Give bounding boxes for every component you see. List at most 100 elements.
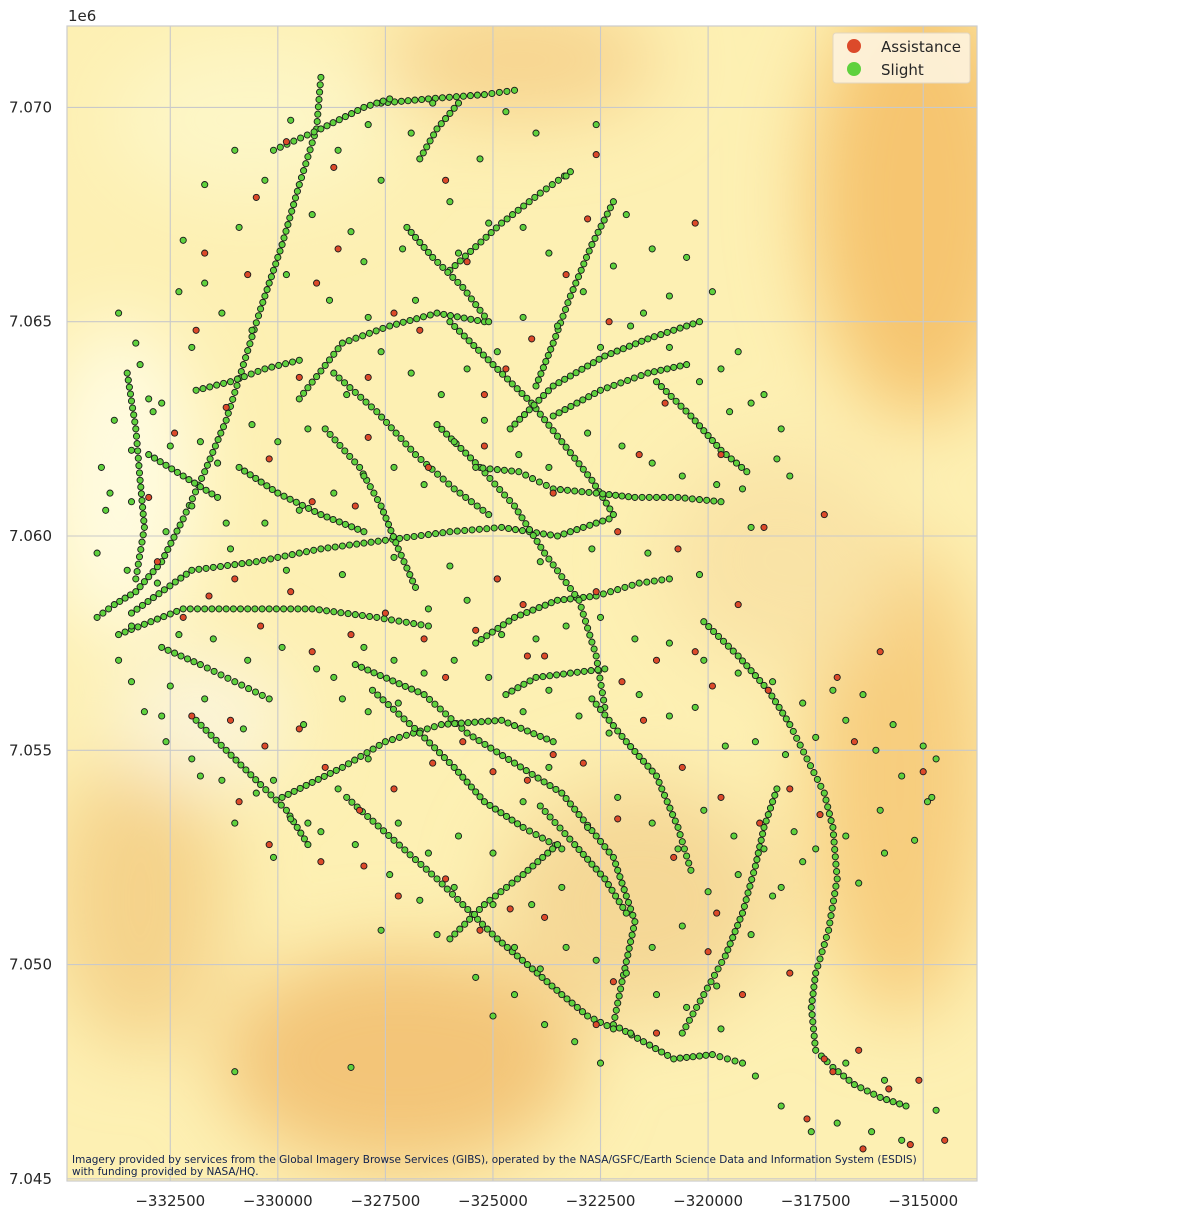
point-assistance (528, 335, 536, 343)
point-assistance (442, 673, 450, 681)
point-slight (389, 533, 397, 541)
point-slight (251, 605, 259, 613)
point-slight (534, 376, 542, 384)
point-slight (589, 359, 597, 367)
point-slight (447, 715, 455, 723)
point-slight (625, 944, 633, 952)
point-slight (325, 296, 334, 304)
point-slight (386, 95, 394, 103)
point-slight (824, 803, 832, 811)
point-slight (449, 273, 457, 281)
point-slight (658, 576, 666, 584)
point-assistance (489, 768, 497, 776)
point-slight (568, 999, 576, 1007)
point-slight (536, 410, 544, 418)
point-slight (188, 495, 196, 503)
point-slight (463, 596, 471, 604)
point-slight (446, 528, 454, 536)
point-slight (467, 247, 475, 255)
point-slight (508, 687, 516, 695)
point-slight (666, 804, 674, 812)
point-slight (493, 935, 501, 943)
point-slight (713, 481, 721, 489)
point-slight (596, 870, 605, 878)
point-slight (577, 603, 585, 611)
point-slight (424, 248, 432, 256)
point-slight (612, 860, 620, 868)
legend: Assistance Slight (832, 32, 971, 84)
point-slight (789, 727, 797, 735)
point-slight (671, 817, 679, 825)
point-slight (426, 137, 434, 145)
point-slight (136, 476, 144, 484)
point-slight (402, 731, 410, 739)
point-slight (300, 389, 308, 397)
point-slight (562, 172, 570, 180)
point-slight (136, 361, 144, 369)
point-slight (302, 781, 310, 789)
point-slight (638, 493, 646, 501)
point-slight (394, 699, 402, 707)
point-slight (747, 667, 755, 675)
point-slight (280, 605, 288, 613)
point-slight (263, 286, 271, 294)
point-slight (481, 740, 489, 748)
point-slight (644, 549, 652, 557)
point-slight (716, 1053, 724, 1061)
point-slight (196, 661, 204, 669)
point-slight (644, 335, 652, 343)
point-slight (827, 912, 835, 920)
point-slight (814, 962, 822, 970)
point-slight (479, 506, 487, 514)
point-slight (149, 408, 157, 416)
point-slight (411, 96, 419, 104)
point-slight (297, 829, 305, 837)
point-assistance (519, 601, 527, 609)
point-slight (274, 553, 282, 561)
point-slight (287, 116, 295, 124)
point-slight (411, 724, 419, 732)
point-slight (138, 601, 147, 609)
point-slight (407, 445, 415, 453)
point-slight (314, 110, 322, 118)
point-slight (407, 228, 415, 236)
x-tick-label: −330000 (243, 1192, 313, 1210)
point-slight (542, 185, 550, 193)
point-slight (687, 866, 695, 874)
point-slight (429, 99, 437, 107)
point-slight (331, 436, 339, 444)
point-slight (757, 836, 765, 844)
legend-marker-assistance (847, 39, 861, 53)
point-slight (558, 883, 566, 891)
point-slight (525, 406, 533, 414)
point-slight (242, 354, 250, 362)
point-slight (211, 442, 219, 450)
point-slight (549, 845, 557, 853)
point-slight (617, 985, 625, 993)
point-slight (695, 422, 704, 430)
point-slight (691, 703, 699, 711)
point-slight (206, 383, 214, 391)
point-slight (760, 681, 768, 689)
point-slight (295, 356, 303, 364)
point-slight (311, 507, 319, 516)
point-slight (226, 545, 235, 553)
point-slight (573, 526, 581, 534)
point-slight (566, 669, 574, 677)
point-slight (825, 810, 833, 818)
point-slight (607, 350, 615, 358)
point-slight (658, 785, 666, 793)
point-slight (584, 855, 592, 863)
point-slight (320, 772, 328, 780)
point-slight (812, 733, 820, 741)
point-assistance (506, 905, 514, 913)
point-slight (301, 605, 309, 613)
point-assistance (463, 258, 471, 266)
point-slight (471, 718, 479, 726)
point-slight (729, 934, 737, 942)
point-slight (627, 743, 635, 751)
point-slight (149, 594, 157, 602)
point-slight (237, 367, 245, 376)
point-slight (738, 485, 747, 493)
point-slight (518, 389, 526, 398)
